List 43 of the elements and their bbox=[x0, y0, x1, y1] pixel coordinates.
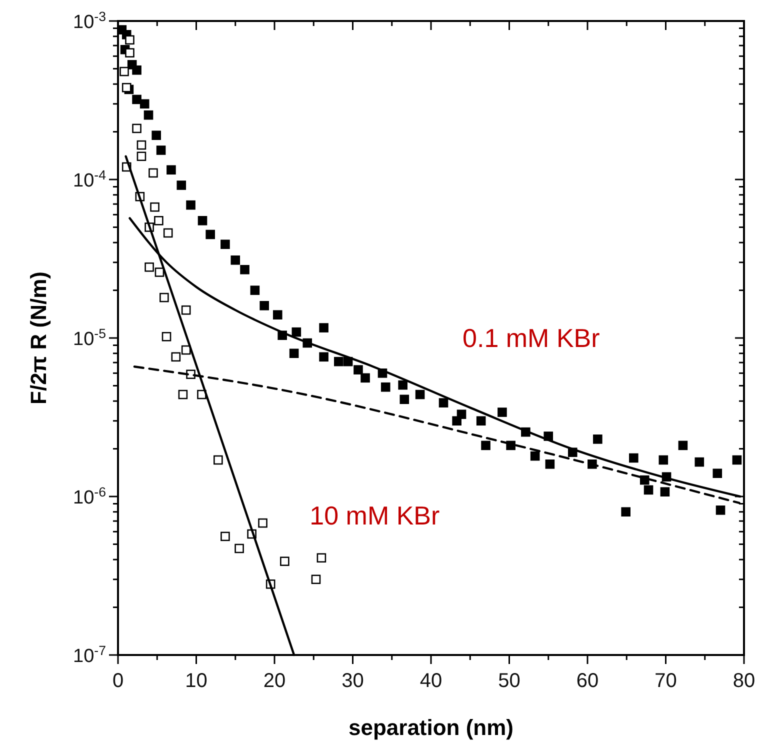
point bbox=[234, 544, 244, 554]
x-tick-label: 30 bbox=[342, 670, 364, 692]
x-axis-title: separation (nm) bbox=[348, 715, 514, 740]
point bbox=[162, 332, 172, 342]
point bbox=[154, 216, 164, 226]
point bbox=[160, 292, 169, 302]
y-tick-label: 10$^{-7}$ bbox=[73, 642, 106, 667]
x-tick-label: 60 bbox=[576, 670, 599, 692]
point bbox=[316, 553, 326, 563]
point bbox=[125, 35, 134, 45]
x-tick-label: 40 bbox=[420, 670, 442, 692]
x-tick-label: 20 bbox=[263, 670, 286, 692]
point bbox=[220, 532, 230, 542]
annotation: 0.1 mM KBr bbox=[462, 323, 600, 353]
y-tick-label: 10$^{-3}$ bbox=[73, 8, 106, 33]
x-tick-label: 50 bbox=[498, 670, 520, 692]
annotation: 10 mM KBr bbox=[310, 500, 440, 531]
point bbox=[214, 455, 223, 465]
point bbox=[154, 268, 164, 277]
x-tick-label: 80 bbox=[732, 670, 756, 692]
point bbox=[280, 556, 290, 566]
point bbox=[136, 152, 146, 161]
point bbox=[125, 48, 134, 58]
x-tick-label: 0 bbox=[112, 670, 124, 692]
point bbox=[178, 390, 188, 400]
y-tick-label: 10$^{-5}$ bbox=[73, 326, 106, 350]
y-axis-title: F/2π R (N/m) bbox=[26, 272, 51, 404]
point bbox=[120, 66, 129, 76]
point bbox=[136, 140, 146, 150]
y-tick-label: 10$^{-6}$ bbox=[73, 484, 106, 508]
point bbox=[311, 574, 321, 584]
x-tick-label: 10 bbox=[185, 670, 208, 692]
point bbox=[258, 518, 268, 528]
point bbox=[171, 352, 181, 362]
point bbox=[144, 262, 154, 272]
point bbox=[150, 202, 160, 212]
point bbox=[148, 168, 158, 178]
point bbox=[122, 82, 132, 92]
y-tick-label: 10$^{-4}$ bbox=[73, 167, 106, 192]
point bbox=[132, 124, 142, 134]
x-tick-label: 70 bbox=[654, 670, 677, 692]
point bbox=[181, 305, 191, 315]
point bbox=[163, 228, 173, 238]
